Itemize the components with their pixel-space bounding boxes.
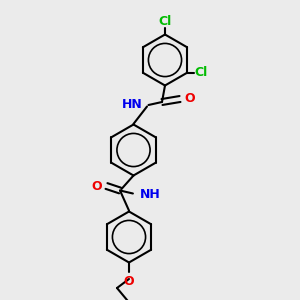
Text: Cl: Cl xyxy=(158,15,172,28)
Text: O: O xyxy=(124,275,134,288)
Text: NH: NH xyxy=(140,188,160,202)
Text: O: O xyxy=(92,179,102,193)
Text: O: O xyxy=(184,92,194,106)
Text: HN: HN xyxy=(122,98,142,112)
Text: Cl: Cl xyxy=(195,66,208,79)
